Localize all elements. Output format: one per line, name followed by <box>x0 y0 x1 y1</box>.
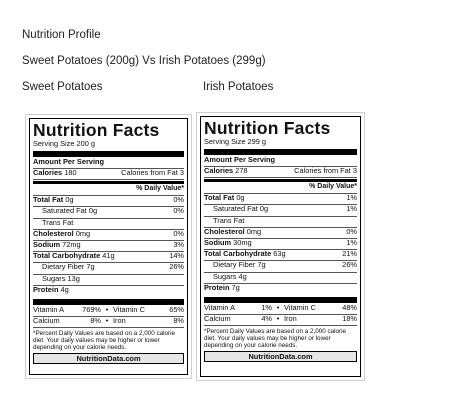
dietary-fiber-row: Dietary Fiber 7g 26% <box>33 262 184 275</box>
daily-value-header: % Daily Value* <box>33 185 184 197</box>
nutrition-facts-title: Nutrition Facts <box>204 118 331 138</box>
footnote: *Percent Daily Values are based on a 2,0… <box>204 327 346 350</box>
total-carbohydrate-row: Total Carbohydrate 41g 14% <box>33 251 184 264</box>
daily-value-header: % Daily Value* <box>204 183 357 195</box>
cholesterol-row: Cholesterol 0mg 0% <box>33 229 184 241</box>
nutrition-facts-title: Nutrition Facts <box>33 120 160 140</box>
serving-size: Serving Size 299 g <box>204 137 267 146</box>
nutrition-facts-label: Nutrition Facts Serving Size 200 g Amoun… <box>29 118 188 375</box>
protein-row: Protein 4g <box>33 284 69 294</box>
sweet-potatoes-heading: Sweet Potatoes <box>22 81 103 93</box>
irish-potatoes-heading: Irish Potatoes <box>203 81 274 93</box>
saturated-fat-row: Saturated Fat 0g 0% <box>33 206 184 219</box>
saturated-fat-row: Saturated Fat 0g 1% <box>204 204 357 217</box>
amount-per-serving: Amount Per Serving <box>33 157 184 170</box>
serving-size: Serving Size 200 g <box>33 139 96 148</box>
total-fat-row: Total Fat 0g 1% <box>204 193 357 206</box>
sodium-row: Sodium 30mg 1% <box>204 238 357 251</box>
sweet-potatoes-label-image: Nutrition Facts Serving Size 200 g Amoun… <box>25 114 192 379</box>
sugars-row: Sugars 4g <box>204 272 357 284</box>
sugars-row: Sugars 13g <box>33 274 184 286</box>
divider-thick <box>204 296 357 303</box>
nutrition-facts-label: Nutrition Facts Serving Size 299 g Amoun… <box>200 116 361 377</box>
footnote: *Percent Daily Values are based on a 2,0… <box>33 329 175 352</box>
minerals-row: Calcium 4% • Iron 18% <box>204 314 357 326</box>
nutritiondata-logo: NutritionData.com <box>204 351 357 363</box>
divider-thick <box>33 298 184 305</box>
sodium-row: Sodium 72mg 3% <box>33 240 184 253</box>
dietary-fiber-row: Dietary Fiber 7g 26% <box>204 260 357 273</box>
amount-per-serving: Amount Per Serving <box>204 155 357 168</box>
calories-from-fat: Calories from Fat 3 <box>294 166 357 176</box>
irish-potatoes-label-image: Nutrition Facts Serving Size 299 g Amoun… <box>196 112 365 381</box>
divider-medium <box>204 179 357 183</box>
comparison-title: Sweet Potatoes (200g) Vs Irish Potatoes … <box>22 55 266 67</box>
calories-from-fat: Calories from Fat 3 <box>121 168 184 178</box>
vitamins-row: Vitamin A 1% • Vitamin C 48% <box>204 303 357 315</box>
trans-fat-row: Trans Fat <box>33 218 184 230</box>
trans-fat-row: Trans Fat <box>204 216 357 228</box>
nutritiondata-logo: NutritionData.com <box>33 353 184 365</box>
divider-thick <box>33 150 184 157</box>
total-carbohydrate-row: Total Carbohydrate 63g 21% <box>204 249 357 262</box>
calories-row: Calories 278 Calories from Fat 3 <box>204 166 357 179</box>
cholesterol-row: Cholesterol 0mg 0% <box>204 227 357 239</box>
divider-thick <box>204 148 357 155</box>
minerals-row: Calcium 8% • Iron 8% <box>33 316 184 328</box>
profile-title: Nutrition Profile <box>22 29 101 41</box>
divider-medium <box>33 181 184 185</box>
calories-row: Calories 180 Calories from Fat 3 <box>33 168 184 181</box>
protein-row: Protein 7g <box>204 282 240 292</box>
vitamins-row: Vitamin A 769% • Vitamin C 65% <box>33 305 184 317</box>
total-fat-row: Total Fat 0g 0% <box>33 195 184 208</box>
